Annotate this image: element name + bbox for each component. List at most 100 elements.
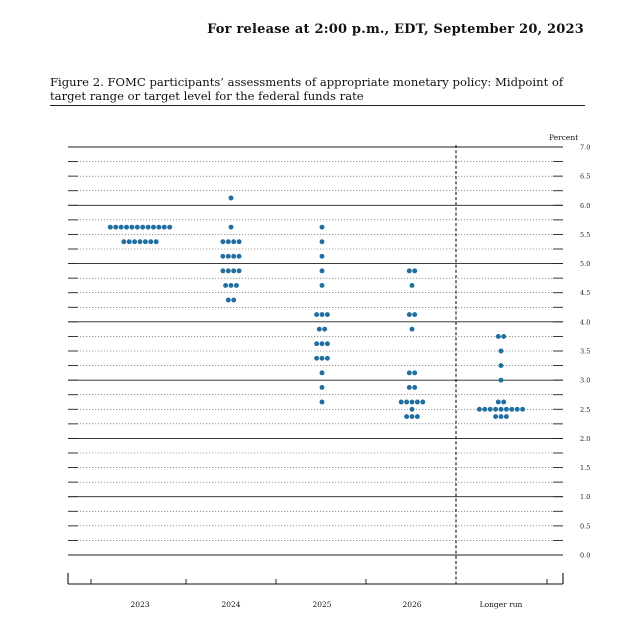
y-tick-label: 5.0 (580, 260, 590, 268)
y-tick-label: 6.5 (580, 173, 590, 181)
x-category-label: 2023 (130, 600, 149, 609)
participant-dot (404, 414, 410, 420)
participant-dot (231, 268, 237, 274)
participant-dot (503, 414, 509, 420)
y-tick-label: 6.0 (580, 202, 590, 210)
y-tick-label: 5.5 (580, 231, 590, 239)
participant-dot (409, 406, 415, 412)
participant-dot (322, 326, 328, 332)
y-tick-label: 1.0 (580, 493, 590, 501)
x-category-label: 2026 (402, 600, 421, 609)
participant-dot (236, 268, 242, 274)
participant-dot (140, 224, 146, 230)
participant-dot (124, 224, 129, 230)
y-tick-label: 4.0 (580, 318, 590, 326)
participant-dot (319, 370, 325, 376)
participant-dot (142, 239, 148, 245)
participant-dot (493, 414, 499, 420)
participant-dot (314, 341, 320, 347)
participant-dot (319, 253, 325, 259)
dot-layer (107, 195, 526, 420)
participant-dot (498, 414, 504, 420)
participant-dot (406, 312, 412, 318)
participant-dot (228, 282, 234, 288)
participant-dot (107, 224, 113, 230)
participant-dot (151, 224, 156, 230)
participant-dot (398, 399, 404, 405)
participant-dot (113, 224, 119, 230)
y-tick-label: 4.5 (580, 289, 590, 297)
participant-dot (414, 414, 420, 420)
caption-rule (50, 105, 585, 106)
participant-dot (493, 406, 499, 412)
participant-dot (404, 399, 410, 405)
y-axis-label: Percent (549, 133, 578, 142)
x-category-label: Longer run (480, 600, 523, 609)
participant-dot (319, 341, 325, 347)
figure-caption: Figure 2. FOMC participants’ assessments… (50, 75, 564, 103)
participant-dot (324, 312, 330, 318)
y-tick-label: 3.5 (580, 348, 590, 356)
participant-dot (134, 224, 140, 230)
participant-dot (228, 195, 234, 201)
participant-dot (319, 268, 325, 274)
participant-dot (225, 253, 231, 259)
participant-dot (231, 297, 237, 303)
participant-dot (324, 355, 330, 361)
participant-dot (501, 399, 507, 405)
participant-dot (495, 399, 501, 405)
x-category-label: 2025 (312, 600, 331, 609)
participant-dot (225, 268, 231, 274)
participant-dot (236, 239, 242, 245)
participant-dot (520, 406, 526, 412)
participant-dot (319, 384, 325, 390)
participant-dot (319, 355, 325, 361)
participant-dot (406, 384, 412, 390)
participant-dot (132, 239, 138, 245)
participant-dot (406, 370, 412, 376)
participant-dot (409, 399, 415, 405)
participant-dot (121, 239, 127, 245)
release-line: For release at 2:00 p.m., EDT, September… (207, 22, 584, 37)
participant-dot (145, 224, 151, 230)
participant-dot (220, 268, 226, 274)
participant-dot (409, 282, 415, 288)
axis-labels: 7.0 6.5 6.0 5.5 5.0 4.5 4.0 3.5 3.0 2.5 2.0 1.5 1.0 0… (130, 133, 590, 609)
participant-dot (498, 406, 504, 412)
y-tick-label: 0.0 (580, 552, 590, 560)
y-tick-label: 2.0 (580, 435, 590, 443)
y-tick-label: 2.5 (580, 406, 590, 414)
participant-dot (324, 341, 330, 347)
participant-dot (314, 312, 320, 318)
participant-dot (220, 253, 226, 259)
participant-dot (156, 224, 162, 230)
y-tick-label: 0.5 (580, 522, 590, 530)
participant-dot (409, 414, 415, 420)
participant-dot (153, 239, 159, 245)
participant-dot (498, 363, 504, 369)
participant-dot (126, 239, 132, 245)
participant-dot (233, 282, 239, 288)
participant-dot (225, 297, 231, 303)
participant-dot (409, 326, 415, 332)
participant-dot (319, 239, 325, 245)
y-tick-label: 1.5 (580, 464, 590, 472)
participant-dot (412, 384, 418, 390)
y-tick-label: 3.0 (580, 377, 590, 385)
participant-dot (228, 224, 234, 230)
participant-dot (314, 355, 320, 361)
x-axis (67, 145, 564, 585)
participant-dot (319, 399, 325, 405)
participant-dot (148, 239, 154, 245)
participant-dot (498, 377, 504, 383)
participant-dot (319, 224, 325, 230)
participant-dot (316, 326, 322, 332)
participant-dot (118, 224, 124, 230)
participant-dot (487, 406, 493, 412)
participant-dot (161, 224, 167, 230)
participant-dot (223, 282, 229, 288)
grid-lines (68, 146, 563, 556)
participant-dot (501, 333, 507, 339)
x-category-label: 2024 (221, 600, 240, 609)
